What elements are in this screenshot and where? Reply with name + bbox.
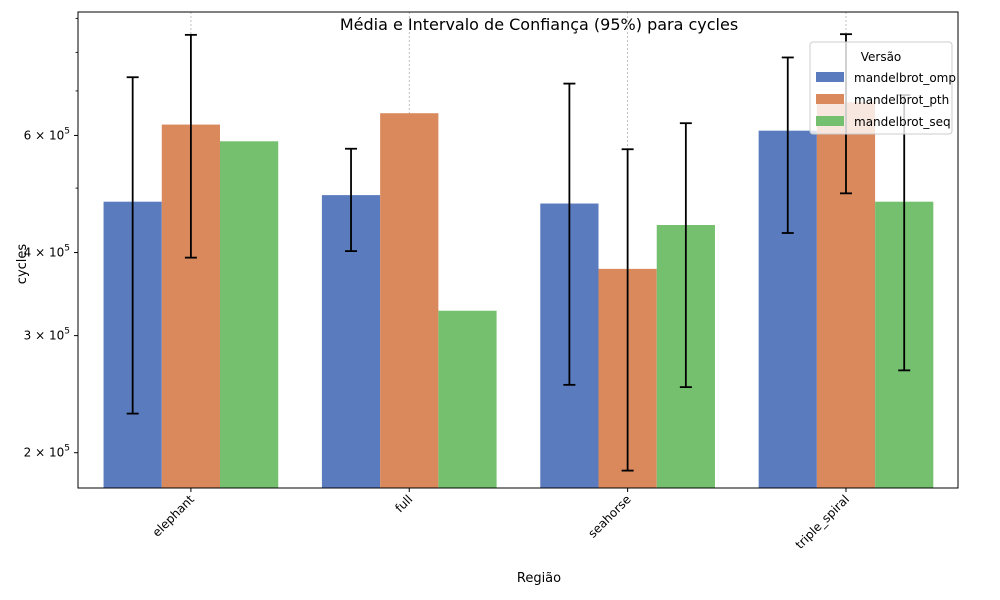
bars [103,102,934,489]
error-bar-mandelbrot_pth-elephant [184,33,197,259]
y-tick-label: 6 × 105 [24,126,70,142]
error-bar-mandelbrot_pth-seahorse [621,148,634,472]
x-axis-label: Região [517,571,561,586]
y-axis: 2 × 105 3 × 105 4 × 105 6 × 105 [24,17,78,460]
plot-frame [77,11,959,489]
bar-mandelbrot_pth-full [380,113,439,488]
y-tick-label: 4 × 105 [24,244,70,260]
legend-swatch-mandelbrot_omp [816,72,844,82]
legend-box [809,41,953,135]
y-tick-label: 3 × 105 [24,327,70,343]
bar-mandelbrot_seq-elephant [220,141,279,489]
legend-label-mandelbrot_pth: mandelbrot_pth [854,93,949,107]
legend-label-mandelbrot_seq: mandelbrot_seq [854,115,951,129]
legend-title: Versão [861,50,902,64]
error-bar-mandelbrot_seq-seahorse [679,122,692,389]
legend-swatch-mandelbrot_pth [816,94,844,104]
y-tick-label: 2 × 105 [24,444,70,460]
bar-mandelbrot_seq-full [438,310,497,488]
legend-swatch-mandelbrot_seq [816,116,844,126]
error-bar-mandelbrot_omp-full [345,147,358,253]
error-bar-mandelbrot_omp-elephant [126,76,139,415]
y-axis-label: cycles [15,244,30,285]
error-bar-mandelbrot_omp-seahorse [563,82,576,386]
chart-title: Média e Intervalo de Confiança (95%) par… [340,15,738,34]
legend: Versão mandelbrot_omp mandelbrot_pthmandel… [809,41,956,135]
error-bar-mandelbrot_omp-triple_spiral [781,56,794,234]
legend-label-mandelbrot_omp: mandelbrot_omp [854,71,956,85]
